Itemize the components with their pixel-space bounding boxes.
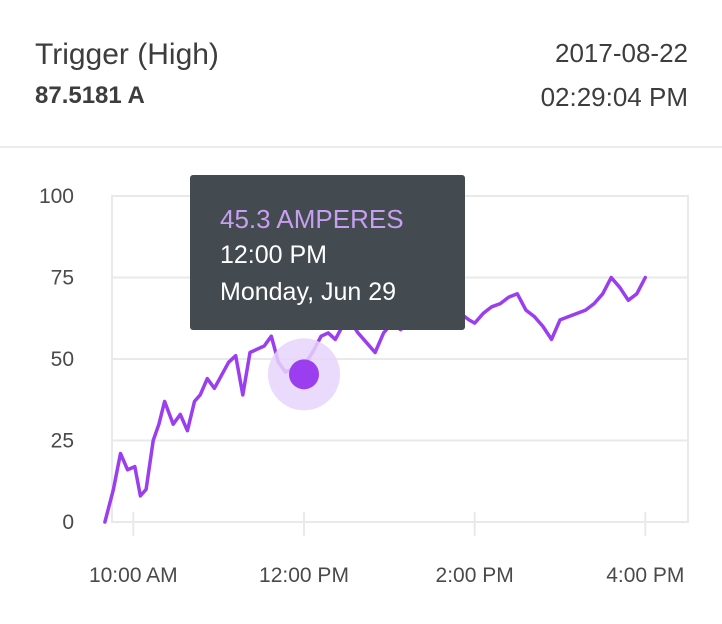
- header: Trigger (High) 87.5181 A 2017-08-22 02:2…: [0, 0, 722, 148]
- tooltip-time: 12:00 PM: [220, 241, 328, 269]
- timestamp-time: 02:29:04 PM: [540, 82, 688, 112]
- x-tick-label: 12:00 PM: [259, 564, 349, 587]
- x-tick-label: 2:00 PM: [436, 564, 514, 587]
- y-tick-label: 25: [51, 430, 74, 453]
- y-tick-label: 100: [39, 185, 74, 208]
- y-tick-label: 50: [51, 348, 74, 371]
- y-tick-label: 75: [51, 267, 74, 290]
- data-point-tooltip: 45.3 AMPERES 12:00 PM Monday, Jun 29: [190, 175, 465, 330]
- tooltip-value: 45.3 AMPERES: [220, 204, 404, 234]
- current-value: 87.5181 A: [35, 82, 145, 109]
- sensor-name: Trigger (High): [35, 38, 219, 71]
- highlight-point: [289, 359, 319, 390]
- tooltip-date: Monday, Jun 29: [220, 278, 397, 306]
- x-tick-label: 4:00 PM: [606, 564, 684, 587]
- y-tick-label: 0: [62, 511, 74, 534]
- x-tick-label: 10:00 AM: [89, 564, 178, 587]
- timestamp-date: 2017-08-22: [555, 38, 688, 68]
